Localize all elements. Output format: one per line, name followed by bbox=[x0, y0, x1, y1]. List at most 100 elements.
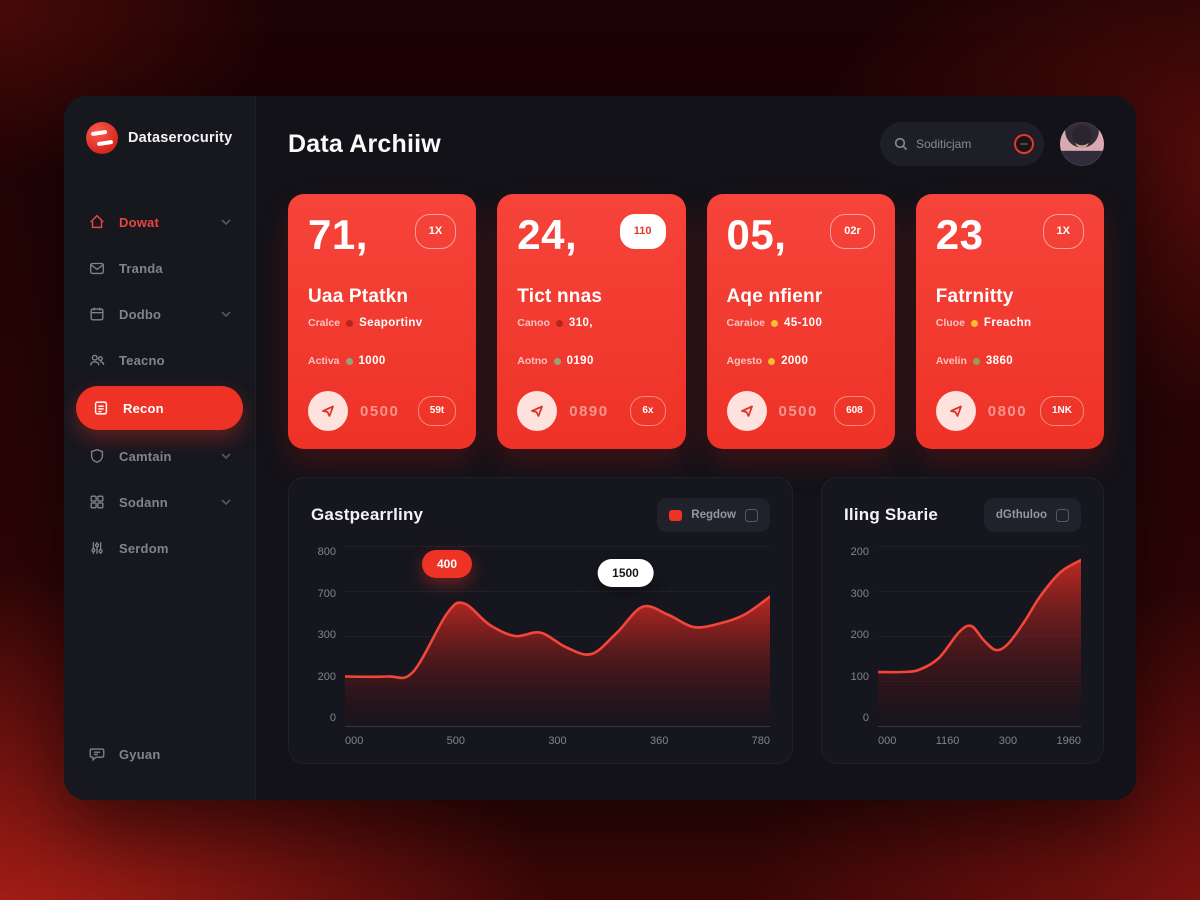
send-icon bbox=[949, 405, 962, 417]
sidebar-item-label: Gyuan bbox=[119, 746, 161, 762]
sidebar-footer: Gyuan bbox=[64, 732, 255, 776]
area-chart bbox=[878, 546, 1081, 726]
stat-subrow: Cluoe Freachn bbox=[936, 317, 1084, 329]
sidebar-item-teacno[interactable]: Teacno bbox=[64, 338, 255, 382]
x-tick: 1160 bbox=[935, 735, 960, 747]
send-icon bbox=[740, 405, 753, 417]
avatar[interactable] bbox=[1060, 122, 1104, 166]
stat-active-row: Aotno 0190 bbox=[517, 355, 665, 367]
app-window: Dataserocurity Dowat Tranda Dodbo bbox=[64, 96, 1136, 800]
stat-footer: 0890 6x bbox=[517, 391, 666, 431]
legend-label: dGthuloo bbox=[995, 509, 1047, 521]
stat-sub-label: Cralce bbox=[308, 317, 341, 329]
status-dot bbox=[346, 319, 354, 327]
x-tick: 360 bbox=[649, 735, 669, 747]
send-icon bbox=[531, 405, 544, 417]
sidebar: Dataserocurity Dowat Tranda Dodbo bbox=[64, 96, 256, 800]
sidebar-item-label: Tranda bbox=[119, 260, 163, 276]
share-chart-panel: Iling Sbarie dGthuloo 200 300 200 100 0 bbox=[821, 477, 1104, 764]
stat-badge: 1X bbox=[1042, 214, 1084, 249]
stat-footer: 0500 608 bbox=[726, 391, 875, 431]
send-button[interactable] bbox=[517, 391, 558, 431]
y-tick: 200 bbox=[850, 629, 869, 641]
stat-sub-value: 45-100 bbox=[784, 317, 823, 329]
y-axis: 200 300 200 100 0 bbox=[844, 546, 878, 726]
sidebar-item-dowat[interactable]: Dowat bbox=[64, 200, 255, 244]
sidebar-item-tranda[interactable]: Tranda bbox=[64, 246, 255, 290]
stat-badge: 110 bbox=[619, 214, 666, 249]
stat-sub-value: Seaportinv bbox=[359, 317, 423, 329]
chart-title: Gastpearrliny bbox=[311, 505, 424, 524]
page-title: Data Archiiw bbox=[288, 129, 441, 158]
sidebar-item-label: Dowat bbox=[119, 214, 159, 230]
stat-title: Fatrnitty bbox=[935, 286, 1014, 307]
stat-sub-value: 310, bbox=[568, 317, 593, 329]
sidebar-item-label: Camtain bbox=[119, 448, 172, 464]
sidebar-item-recon-active[interactable]: Recon bbox=[76, 386, 243, 430]
y-axis: 800 700 300 200 0 bbox=[311, 546, 345, 726]
x-tick: 1960 bbox=[1056, 735, 1081, 747]
search-bar bbox=[880, 122, 1044, 166]
charts-row: Gastpearrliny Regdow 800 700 300 200 0 bbox=[288, 477, 1104, 764]
send-button[interactable] bbox=[726, 391, 767, 431]
search-icon bbox=[894, 137, 908, 151]
stat-title: Uaa Ptatkn bbox=[308, 286, 409, 307]
stat-footer-badge: 6x bbox=[630, 396, 666, 426]
stat-active-row: Avelin 3860 bbox=[936, 355, 1084, 367]
search-input[interactable] bbox=[916, 137, 1006, 151]
stat-footer: 0800 1NK bbox=[935, 391, 1084, 431]
stat-title: Tict nnas bbox=[517, 286, 603, 307]
sidebar-item-label: Serdom bbox=[119, 540, 169, 556]
stat-card-fatrnitty: 23 1X Fatrnitty Cluoe Freachn Avelin 386… bbox=[915, 194, 1104, 449]
stat-sub-label: Canoo bbox=[517, 317, 550, 329]
stat-card-tict-nnas: 24, 110 Tict nnas Canoo 310, Aotno 0190 bbox=[497, 194, 686, 449]
chart-title: Iling Sbarie bbox=[844, 505, 939, 524]
stat-card-uaa-ptatkn: 71, 1X Uaa Ptatkn Cralce Seaportinv Acti… bbox=[288, 194, 477, 449]
status-dot bbox=[345, 357, 353, 365]
chevron-down-icon bbox=[221, 310, 231, 318]
y-tick: 200 bbox=[850, 546, 869, 558]
legend-checkbox[interactable] bbox=[1056, 508, 1069, 522]
calendar-icon bbox=[88, 305, 106, 323]
y-tick: 800 bbox=[317, 546, 336, 558]
stat-value: 71, bbox=[308, 211, 368, 258]
stat-footer-value: 0500 bbox=[360, 402, 400, 420]
x-tick: 000 bbox=[878, 735, 897, 747]
send-button[interactable] bbox=[935, 391, 976, 431]
report-icon bbox=[92, 399, 110, 417]
x-tick: 780 bbox=[751, 735, 770, 747]
sidebar-nav: Dowat Tranda Dodbo Teacno bbox=[64, 200, 255, 570]
sliders-icon bbox=[88, 539, 106, 557]
sidebar-item-camtain[interactable]: Camtain bbox=[64, 434, 255, 478]
stat-footer-value: 0500 bbox=[778, 402, 818, 420]
sidebar-item-serdom[interactable]: Serdom bbox=[64, 526, 255, 570]
sidebar-item-dodbo[interactable]: Dodbo bbox=[64, 292, 255, 336]
topbar: Data Archiiw bbox=[288, 122, 1104, 166]
chart-tooltip: 1500 bbox=[597, 558, 654, 587]
topbar-right bbox=[880, 122, 1104, 166]
legend-toggle[interactable]: dGthuloo bbox=[983, 498, 1081, 532]
status-dot bbox=[970, 319, 978, 327]
stat-active-row: Activa 1000 bbox=[308, 355, 456, 367]
status-dot bbox=[555, 319, 563, 327]
brand: Dataserocurity bbox=[64, 122, 255, 154]
sidebar-item-gyuan[interactable]: Gyuan bbox=[64, 732, 255, 776]
stat-subrow: Canoo 310, bbox=[517, 317, 665, 329]
legend-toggle[interactable]: Regdow bbox=[657, 498, 770, 532]
legend-checkbox[interactable] bbox=[745, 508, 758, 522]
stat-subrow: Cralce Seaportinv bbox=[308, 317, 456, 329]
stat-badge: 02r bbox=[830, 214, 875, 249]
sidebar-item-sodann[interactable]: Sodann bbox=[64, 480, 255, 524]
send-button[interactable] bbox=[308, 391, 348, 431]
stat-active-label: Aotno bbox=[517, 355, 548, 367]
stat-active-value: 1000 bbox=[358, 355, 386, 367]
stat-sub-value: Freachn bbox=[983, 317, 1032, 329]
y-tick: 0 bbox=[329, 712, 336, 724]
y-tick: 300 bbox=[850, 587, 869, 600]
clear-search-icon[interactable] bbox=[1014, 134, 1034, 154]
stat-active-label: Avelin bbox=[935, 355, 967, 367]
brand-name: Dataserocurity bbox=[128, 130, 233, 146]
send-icon bbox=[322, 405, 334, 417]
stat-cards-row: 71, 1X Uaa Ptatkn Cralce Seaportinv Acti… bbox=[288, 194, 1104, 449]
status-dot bbox=[771, 319, 779, 327]
